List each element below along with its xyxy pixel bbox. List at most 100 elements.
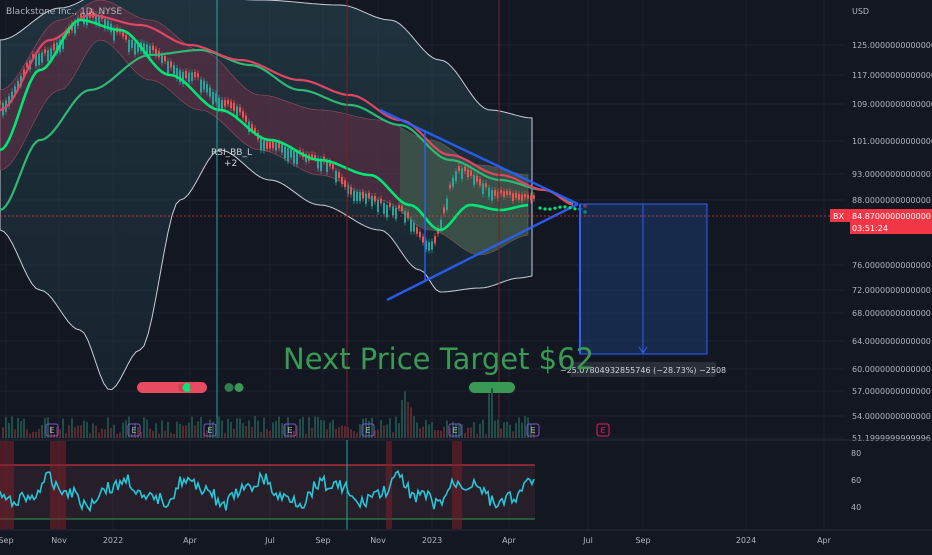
candle-body xyxy=(86,13,88,26)
volume-bar xyxy=(329,422,331,438)
projection-dot xyxy=(553,206,557,210)
volume-bar xyxy=(239,418,241,438)
price-target-annotation[interactable]: Next Price Target $62 xyxy=(283,342,594,376)
volume-bar xyxy=(524,416,526,438)
earnings-marker-label: E xyxy=(131,426,136,435)
time-axis[interactable]: Sep Nov 2022 Apr Jul Sep Nov 2023 Apr Jul Sep 2024 A… xyxy=(0,529,932,550)
volume-bar xyxy=(455,424,457,438)
candle-body xyxy=(467,169,469,178)
oscillator-pane[interactable]: 80 60 40 xyxy=(0,439,932,530)
volume-bar xyxy=(500,428,502,438)
volume-bar xyxy=(188,422,190,438)
candle-body xyxy=(77,17,79,26)
candle-body xyxy=(377,199,379,213)
candle-body xyxy=(332,164,334,169)
volume-bar xyxy=(314,416,316,438)
volume-bar xyxy=(401,399,403,438)
candle-body xyxy=(272,141,274,149)
time-tick-label: 2022 xyxy=(103,536,123,545)
candle-body xyxy=(170,61,172,68)
volume-bar xyxy=(416,422,418,438)
volume-bar xyxy=(161,420,163,438)
volume-bar xyxy=(299,418,301,438)
volume-bar xyxy=(332,419,334,438)
volume-bar xyxy=(302,416,304,438)
volume-bar xyxy=(290,430,292,438)
candle-body xyxy=(479,178,481,186)
candle-body xyxy=(338,172,340,178)
volume-bar xyxy=(113,424,115,438)
candle-body xyxy=(383,202,385,214)
candle-body xyxy=(329,161,331,166)
volume-bar xyxy=(506,421,508,438)
candle-body xyxy=(455,171,457,181)
volume-bar xyxy=(155,423,157,438)
volume-bar xyxy=(488,393,490,438)
candle-body xyxy=(206,83,208,93)
volume-bar xyxy=(515,423,517,438)
volume-bar xyxy=(17,417,19,438)
candle-body xyxy=(26,62,28,68)
candle-body xyxy=(431,241,433,250)
earnings-marker xyxy=(203,423,217,437)
volume-bar xyxy=(533,429,535,438)
last-price-countdown: 03:51:24 xyxy=(852,224,888,233)
candle-body xyxy=(35,54,37,67)
candle-body xyxy=(38,53,40,65)
volume-bar xyxy=(440,430,442,438)
earnings-marker xyxy=(448,423,462,437)
volume-bar xyxy=(98,432,100,438)
candle-body xyxy=(533,195,535,199)
volume-bar xyxy=(491,388,493,438)
candle-body xyxy=(296,152,298,165)
candle-body xyxy=(473,174,475,185)
volume-bar xyxy=(227,418,229,438)
volume-bar xyxy=(110,428,112,438)
volume-bar xyxy=(173,433,175,438)
signal-pills xyxy=(137,382,515,393)
volume-bar xyxy=(419,428,421,438)
volume-bar xyxy=(68,425,70,438)
candle-body xyxy=(350,187,352,195)
triangle-pattern[interactable] xyxy=(379,108,579,302)
candle-body xyxy=(188,72,190,83)
candle-body xyxy=(488,187,490,197)
volume-bar xyxy=(218,416,220,438)
volume-bar xyxy=(185,425,187,438)
volume-bar xyxy=(71,418,73,438)
volume-bar xyxy=(443,427,445,438)
candle-body xyxy=(107,20,109,29)
candle-body xyxy=(53,43,55,51)
price-range-measure[interactable]: −25.0780493285574​6 (−28.73%) −2508 xyxy=(560,203,726,377)
candle-body xyxy=(281,144,283,153)
candle-body xyxy=(404,211,406,223)
candle-body xyxy=(113,27,115,41)
candle-body xyxy=(521,194,523,201)
volume-bar xyxy=(245,426,247,438)
candle-body xyxy=(143,43,145,55)
price-tick-label: 57.0000000000000 xyxy=(852,387,931,396)
candle-body xyxy=(146,44,148,55)
volume-bar xyxy=(146,419,148,438)
candle-body xyxy=(443,207,445,214)
candle-body xyxy=(137,42,139,53)
volume-bar xyxy=(341,425,343,438)
candle-body xyxy=(23,69,25,77)
price-axis[interactable]: USD 125.0000000000000 117.0000000000000 10… xyxy=(830,0,932,443)
candle-body xyxy=(380,198,382,204)
candle-body xyxy=(95,14,97,25)
candle-body xyxy=(503,191,505,197)
candle-body xyxy=(242,111,244,118)
earnings-marker xyxy=(526,423,540,437)
volume-bar xyxy=(287,417,289,438)
volume-bar xyxy=(101,428,103,438)
volume-bar xyxy=(320,419,322,438)
volume-bar xyxy=(170,432,172,438)
earnings-marker xyxy=(361,423,375,437)
earnings-marker xyxy=(45,423,59,437)
volume-bar xyxy=(308,416,310,438)
time-tick-label: Apr xyxy=(817,536,832,545)
